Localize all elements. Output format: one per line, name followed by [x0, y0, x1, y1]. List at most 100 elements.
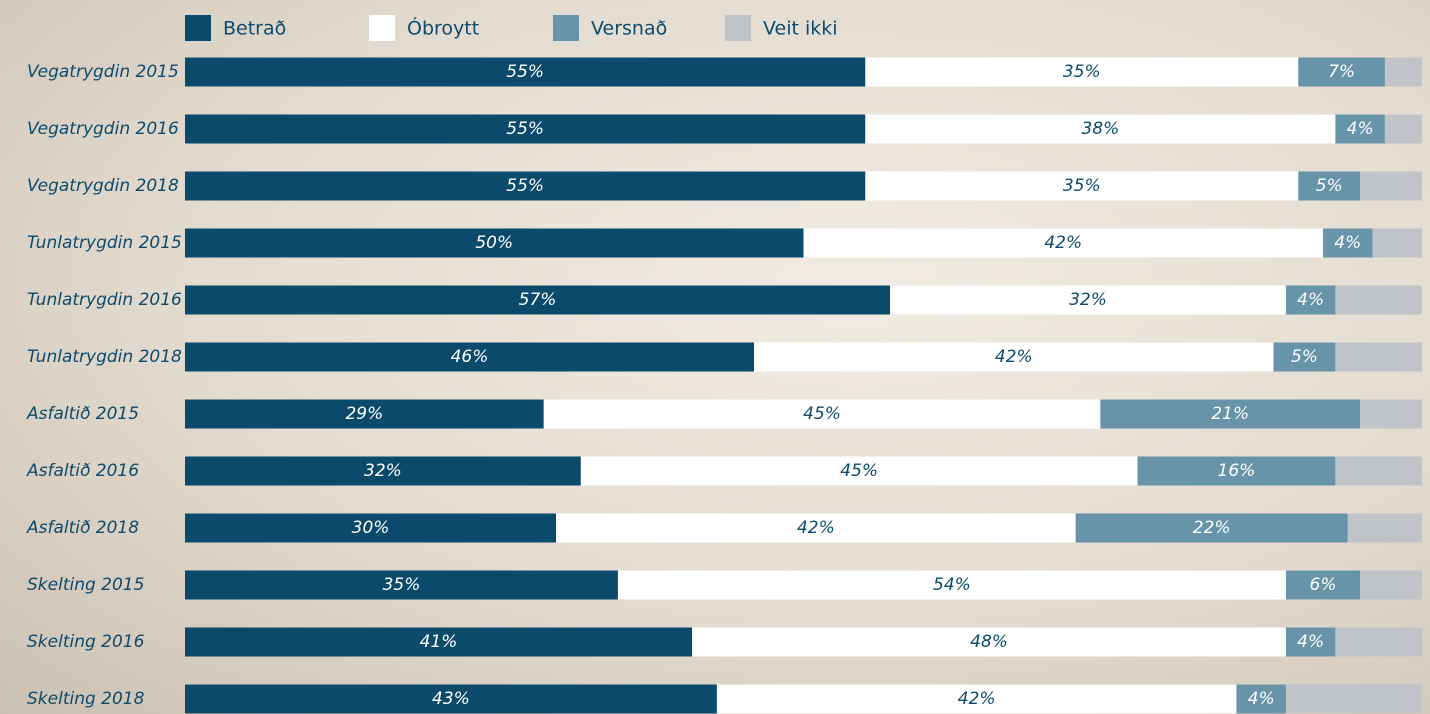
bar-segment	[1384, 57, 1422, 87]
bar-segment	[1236, 684, 1286, 714]
y-tick-label: Skelting 2016	[27, 632, 145, 652]
bar-segment	[185, 570, 618, 600]
data-label: 32%	[1069, 290, 1107, 310]
bar-segment	[1298, 57, 1385, 87]
data-label: 41%	[420, 632, 458, 652]
legend-label: Betrað	[223, 18, 286, 40]
y-tick-label: Skelting 2018	[27, 689, 145, 709]
bar-segment	[185, 627, 693, 657]
data-label: 54%	[933, 575, 971, 595]
bar-segment	[1285, 570, 1361, 600]
bar-segment	[185, 171, 866, 201]
data-label: 45%	[803, 404, 841, 424]
data-label: 35%	[1063, 176, 1101, 196]
y-tick-label: Vegatrygdin 2015	[27, 62, 179, 82]
bar-segment	[185, 57, 866, 87]
bar-segment	[185, 513, 557, 543]
data-label: 7%	[1328, 62, 1355, 82]
data-label: 21%	[1211, 404, 1249, 424]
bar-segment	[692, 627, 1286, 657]
data-label: 22%	[1193, 518, 1231, 538]
legend-swatch	[185, 15, 211, 41]
bar-segment	[185, 399, 544, 429]
bar-segment	[1323, 228, 1373, 258]
data-label: 48%	[970, 632, 1008, 652]
bar-segment	[1335, 627, 1422, 657]
legend-swatch	[553, 15, 579, 41]
y-tick-label: Tunlatrygdin 2018	[27, 347, 182, 367]
data-label: 4%	[1347, 119, 1374, 139]
data-label: 35%	[1063, 62, 1101, 82]
bar-segment	[1360, 171, 1422, 201]
bar-segment	[1335, 285, 1422, 315]
bar-segment	[1360, 570, 1422, 600]
y-tick-label: Tunlatrygdin 2015	[27, 233, 182, 253]
data-label: 50%	[475, 233, 513, 253]
bar-segment	[716, 684, 1237, 714]
data-label: 45%	[840, 461, 878, 481]
bar-segment	[1335, 114, 1385, 144]
bar-segment	[1347, 513, 1422, 543]
data-label: 55%	[506, 119, 544, 139]
bar-segment	[1285, 285, 1336, 315]
bar-segment	[1335, 342, 1422, 372]
data-label: 55%	[506, 176, 544, 196]
bar-segment	[1372, 228, 1422, 258]
bar-segment	[185, 114, 866, 144]
data-label: 4%	[1297, 290, 1324, 310]
bar-segment	[580, 456, 1138, 486]
data-label: 29%	[345, 404, 383, 424]
data-label: 4%	[1297, 632, 1324, 652]
legend-label: Óbroytt	[407, 16, 479, 40]
y-tick-label: Asfaltið 2015	[26, 404, 139, 424]
data-label: 5%	[1291, 347, 1318, 367]
bar-segment	[617, 570, 1286, 600]
legend-label: Versnað	[591, 18, 667, 40]
data-label: 30%	[352, 518, 390, 538]
bar-segment	[556, 513, 1076, 543]
bar-segment	[865, 171, 1299, 201]
data-label: 35%	[383, 575, 421, 595]
y-tick-label: Asfaltið 2016	[26, 461, 139, 481]
legend-swatch	[725, 15, 751, 41]
data-label: 38%	[1081, 119, 1119, 139]
data-label: 16%	[1218, 461, 1256, 481]
bar-segment	[890, 285, 1286, 315]
legend-label: Veit ikki	[763, 18, 838, 40]
y-tick-label: Vegatrygdin 2018	[27, 176, 179, 196]
bar-segment	[865, 57, 1299, 87]
bar-segment	[1335, 456, 1422, 486]
data-label: 42%	[1044, 233, 1082, 253]
bar-segment	[803, 228, 1324, 258]
bar-segment	[865, 114, 1336, 144]
bar-segment	[1137, 456, 1336, 486]
bar-segment	[1298, 171, 1361, 201]
data-label: 4%	[1248, 689, 1275, 709]
y-tick-label: Asfaltið 2018	[26, 518, 139, 538]
data-label: 43%	[432, 689, 470, 709]
bar-segment	[1360, 399, 1422, 429]
bar-segment	[1285, 627, 1336, 657]
bar-segment	[1100, 399, 1361, 429]
bar-segment	[185, 456, 581, 486]
bar-segment	[185, 285, 891, 315]
bar-segment	[1285, 684, 1422, 714]
y-tick-label: Tunlatrygdin 2016	[27, 290, 182, 310]
data-label: 42%	[995, 347, 1033, 367]
data-label: 6%	[1310, 575, 1337, 595]
bar-segment	[1075, 513, 1348, 543]
bar-segment	[543, 399, 1101, 429]
y-tick-label: Skelting 2015	[27, 575, 144, 595]
bar-segment	[1384, 114, 1422, 144]
data-label: 46%	[451, 347, 489, 367]
legend-swatch	[369, 15, 395, 41]
bar-segment	[1273, 342, 1336, 372]
bar-segment	[185, 684, 717, 714]
data-label: 32%	[364, 461, 402, 481]
bar-segment	[185, 228, 804, 258]
bar-segment	[754, 342, 1274, 372]
data-label: 4%	[1334, 233, 1361, 253]
bar-segment	[185, 342, 755, 372]
data-label: 57%	[519, 290, 557, 310]
